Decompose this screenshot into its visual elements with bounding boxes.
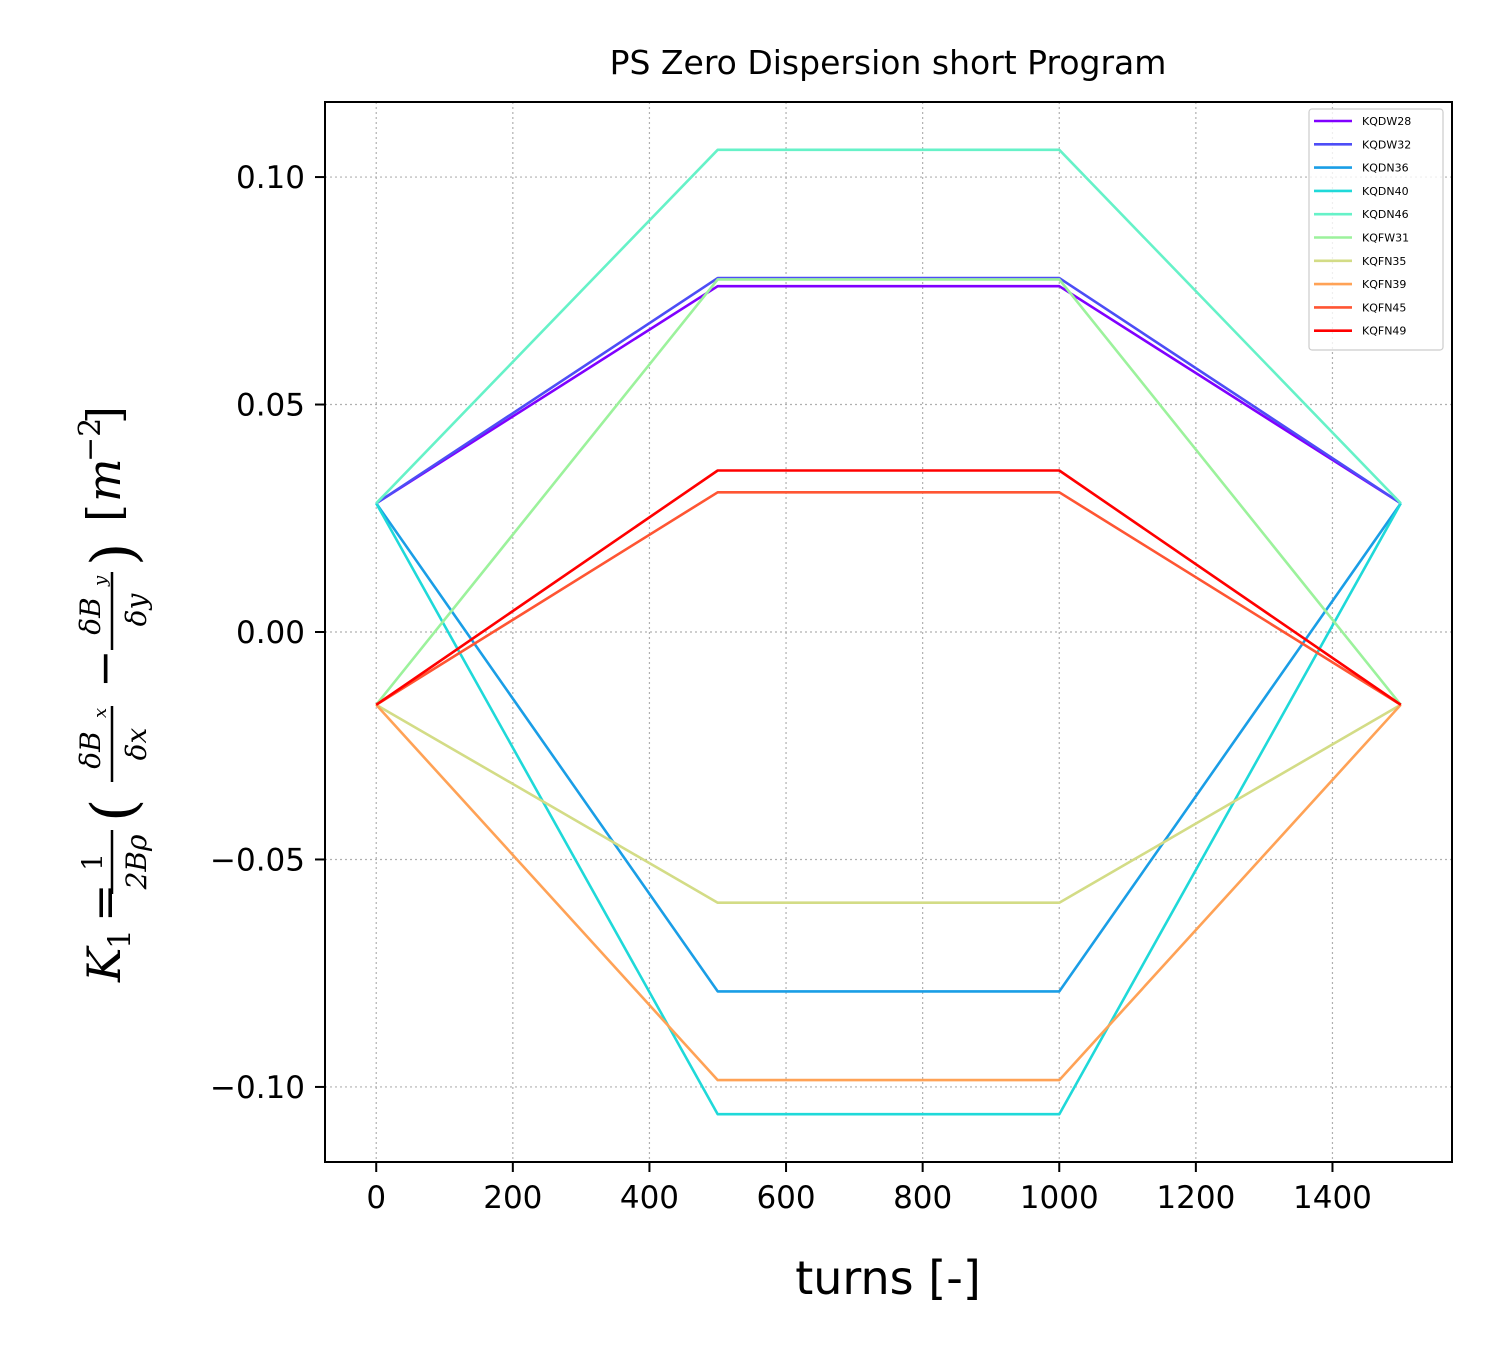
x-tick-label: 600 [756, 1180, 815, 1216]
legend-label: KQFN45 [1362, 301, 1406, 314]
legend-label: KQFN49 [1362, 325, 1406, 338]
series-line-kqfn45 [375, 490, 1402, 706]
series-line-kqdn40 [375, 502, 1402, 1116]
x-tick-label: 1400 [1293, 1180, 1372, 1216]
svg-text:−: − [77, 649, 131, 688]
svg-text:−2: −2 [73, 418, 108, 462]
y-tick-label: −0.10 [210, 1070, 305, 1106]
legend-label: KQFW31 [1362, 232, 1409, 245]
svg-text:y: y [90, 575, 111, 587]
svg-text:δx: δx [120, 727, 153, 760]
legend-label: KQFN35 [1362, 255, 1406, 268]
legend-box [1308, 108, 1444, 351]
legend-label: KQDN36 [1362, 162, 1409, 175]
svg-text:K: K [77, 945, 131, 983]
chart-title: PS Zero Dispersion short Program [610, 43, 1167, 82]
y-tick-label: 0.00 [236, 615, 305, 651]
legend-label: KQDN40 [1362, 185, 1409, 198]
legend-label: KQFN39 [1362, 278, 1406, 291]
svg-text:m: m [77, 458, 131, 502]
legend: KQDW28 KQDW32 KQDN36 KQDN40 KQDN46 KQFW31 KQFN… [1308, 108, 1444, 351]
svg-text:=: = [77, 883, 131, 922]
svg-text:[: [ [77, 504, 131, 522]
svg-text:1: 1 [102, 929, 138, 949]
svg-text:]: ] [77, 406, 131, 424]
svg-text:1: 1 [76, 853, 109, 871]
y-axis-label: K 1 = 1 2Bρ ( δB x δx − δB y δy ) [ m −2… [73, 406, 153, 983]
series-line-kqfn35 [375, 703, 1402, 905]
x-tick-label: 400 [620, 1180, 679, 1216]
series-line-kqfw31 [375, 278, 1402, 706]
series-lines [375, 148, 1402, 1116]
svg-text:δy: δy [120, 592, 153, 626]
legend-label: KQDW28 [1362, 115, 1411, 128]
x-tick-label: 1000 [1020, 1180, 1099, 1216]
axis-ticks: 0 200 400 600 800 1000 1200 1400 0.10 0.05 0.00 −0.… [210, 160, 1372, 1216]
x-axis-label: turns [-] [795, 1251, 981, 1305]
svg-text:δB: δB [74, 731, 107, 768]
x-tick-label: 1200 [1156, 1180, 1235, 1216]
svg-text:2Bρ: 2Bρ [120, 834, 153, 890]
svg-text:(: ( [79, 799, 149, 822]
series-line-kqfn39 [375, 703, 1402, 1082]
legend-label: KQDN46 [1362, 208, 1409, 221]
legend-label: KQDW32 [1362, 138, 1411, 151]
x-tick-label: 800 [893, 1180, 952, 1216]
series-line-kqdn36 [375, 502, 1402, 993]
x-tick-label: 200 [483, 1180, 542, 1216]
y-tick-label: 0.10 [236, 160, 305, 196]
svg-text:): ) [79, 543, 149, 566]
y-tick-label: 0.05 [236, 388, 305, 424]
series-line-kqfn49 [375, 469, 1402, 706]
svg-text:x: x [90, 708, 111, 718]
svg-text:δB: δB [74, 597, 107, 634]
x-tick-label: 0 [366, 1180, 386, 1216]
series-line-kqdw28 [375, 284, 1402, 505]
series-line-kqdn46 [375, 148, 1402, 505]
y-tick-label: −0.05 [210, 842, 305, 878]
